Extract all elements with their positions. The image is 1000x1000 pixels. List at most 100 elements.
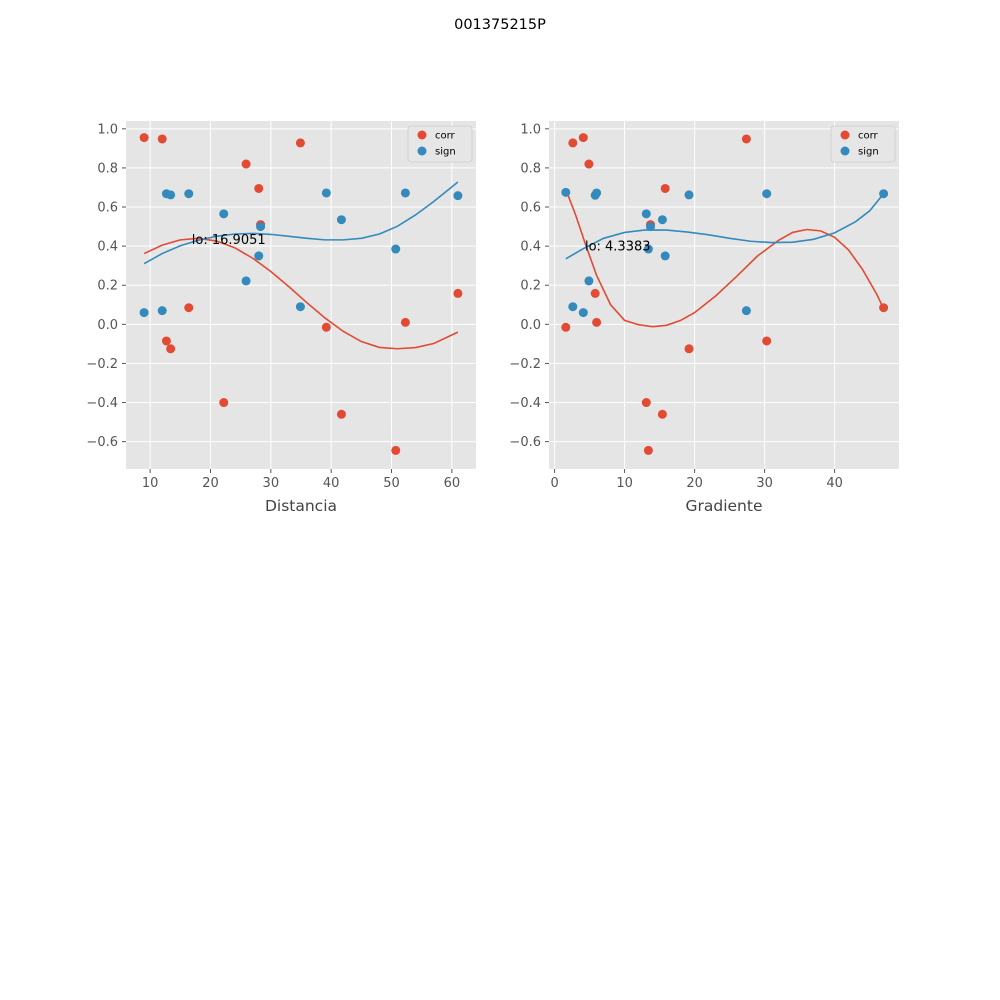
- data-point-sign: [660, 251, 670, 261]
- data-point-sign: [321, 188, 331, 198]
- legend-label-sign: sign: [435, 147, 456, 158]
- x-tick-label: 50: [383, 476, 400, 491]
- data-point-sign: [561, 187, 571, 197]
- data-point-sign: [879, 189, 889, 199]
- data-point-corr: [879, 303, 889, 313]
- data-point-sign: [254, 251, 264, 261]
- data-point-corr: [660, 183, 670, 193]
- data-point-corr: [184, 303, 194, 313]
- data-point-corr: [561, 322, 571, 332]
- data-point-sign: [256, 222, 266, 232]
- data-point-sign: [166, 190, 176, 200]
- data-point-sign: [219, 209, 229, 219]
- data-point-corr: [578, 133, 588, 143]
- x-tick-label: 10: [616, 476, 633, 491]
- data-point-corr: [161, 336, 171, 346]
- x-tick-label: 30: [263, 476, 280, 491]
- data-point-sign: [592, 188, 602, 198]
- data-point-corr: [592, 317, 602, 327]
- scatter-panel-gradiente: 0 10 20 30 40 −0.6 −0.4 −0.2 0.0 0.2 0.4 0.6 0.8 1.0 G…: [509, 121, 899, 515]
- data-point-corr: [684, 344, 694, 354]
- data-point-sign: [646, 222, 655, 232]
- data-point-corr: [568, 138, 578, 148]
- legend: corr sign: [407, 125, 473, 163]
- data-point-corr: [590, 288, 600, 298]
- legend-label-corr: corr: [435, 131, 456, 142]
- x-tick-label: 0: [550, 476, 558, 491]
- x-tick-label: 20: [202, 476, 219, 491]
- plot-area-distancia: [126, 121, 476, 469]
- y-tick-label: −0.2: [509, 357, 541, 372]
- data-point-sign: [139, 308, 149, 318]
- legend-label-corr: corr: [858, 131, 879, 142]
- data-point-sign: [584, 276, 594, 286]
- data-point-corr: [336, 409, 346, 419]
- legend-marker-corr: [417, 130, 427, 140]
- data-point-sign: [657, 215, 667, 225]
- data-point-sign: [578, 308, 588, 318]
- y-tick-label: 0.8: [520, 161, 541, 176]
- figure-title: 001375215P: [454, 17, 546, 33]
- data-point-corr: [584, 159, 594, 169]
- x-tick-label: 30: [756, 476, 773, 491]
- data-point-corr: [219, 398, 229, 408]
- data-point-corr: [453, 288, 463, 298]
- data-point-sign: [295, 302, 305, 312]
- y-tick-label: 1.0: [97, 122, 118, 137]
- y-tick-label: −0.6: [86, 435, 118, 450]
- data-point-sign: [241, 276, 251, 286]
- data-point-corr: [321, 322, 331, 332]
- data-point-sign: [641, 209, 651, 219]
- data-point-sign: [684, 190, 694, 200]
- y-tick-label: 1.0: [520, 122, 541, 137]
- data-point-sign: [643, 244, 653, 254]
- y-tick-label: 0.2: [520, 279, 541, 294]
- fit-curve-sign: [565, 193, 885, 260]
- x-tick-label: 10: [142, 476, 159, 491]
- x-tick-label: 20: [686, 476, 703, 491]
- data-point-corr: [641, 398, 651, 408]
- data-point-corr: [139, 133, 149, 143]
- data-point-corr: [741, 134, 751, 144]
- data-point-sign: [336, 215, 346, 225]
- plot-area-gradiente: [549, 121, 899, 469]
- data-point-sign: [391, 244, 401, 254]
- y-tick-label: 0.2: [97, 279, 118, 294]
- y-tick-label: 0.0: [520, 318, 541, 333]
- y-tick-label: −0.2: [86, 357, 118, 372]
- data-point-corr: [241, 159, 251, 169]
- y-tick-label: −0.6: [509, 435, 541, 450]
- legend-marker-sign: [840, 146, 850, 156]
- y-tick-label: 0.0: [97, 318, 118, 333]
- data-point-corr: [157, 134, 167, 144]
- data-point-sign: [157, 306, 167, 316]
- data-point-corr: [762, 336, 772, 346]
- y-tick-label: 0.8: [97, 161, 118, 176]
- fit-curve-corr: [565, 189, 885, 328]
- legend: corr sign: [830, 125, 896, 163]
- data-point-sign: [453, 191, 463, 201]
- fit-curve-sign: [143, 181, 459, 265]
- data-point-sign: [568, 302, 578, 312]
- x-tick-label: 40: [323, 476, 340, 491]
- data-point-sign: [762, 189, 772, 199]
- x-tick-label: 40: [826, 476, 843, 491]
- y-tick-label: 0.4: [520, 240, 541, 255]
- data-point-corr: [295, 138, 305, 148]
- lo-annotation: lo: 4.3383: [585, 240, 651, 255]
- data-point-corr: [643, 445, 653, 455]
- legend-marker-corr: [840, 130, 850, 140]
- y-tick-label: −0.4: [509, 396, 541, 411]
- x-axis-label: Distancia: [265, 497, 337, 515]
- x-axis-label: Gradiente: [685, 497, 762, 515]
- scatter-panel-distancia: 10 20 30 40 50 60 −0.6 −0.4 −0.2 0.0 0.2 0.4 0.6 0.8 1…: [86, 121, 476, 515]
- data-point-corr: [254, 183, 264, 193]
- y-tick-label: 0.6: [97, 201, 118, 216]
- y-tick-label: 0.6: [520, 201, 541, 216]
- x-tick-label: 60: [444, 476, 461, 491]
- data-point-corr: [391, 445, 401, 455]
- y-tick-label: 0.4: [97, 240, 118, 255]
- data-point-corr: [657, 409, 667, 419]
- data-point-corr: [166, 344, 176, 354]
